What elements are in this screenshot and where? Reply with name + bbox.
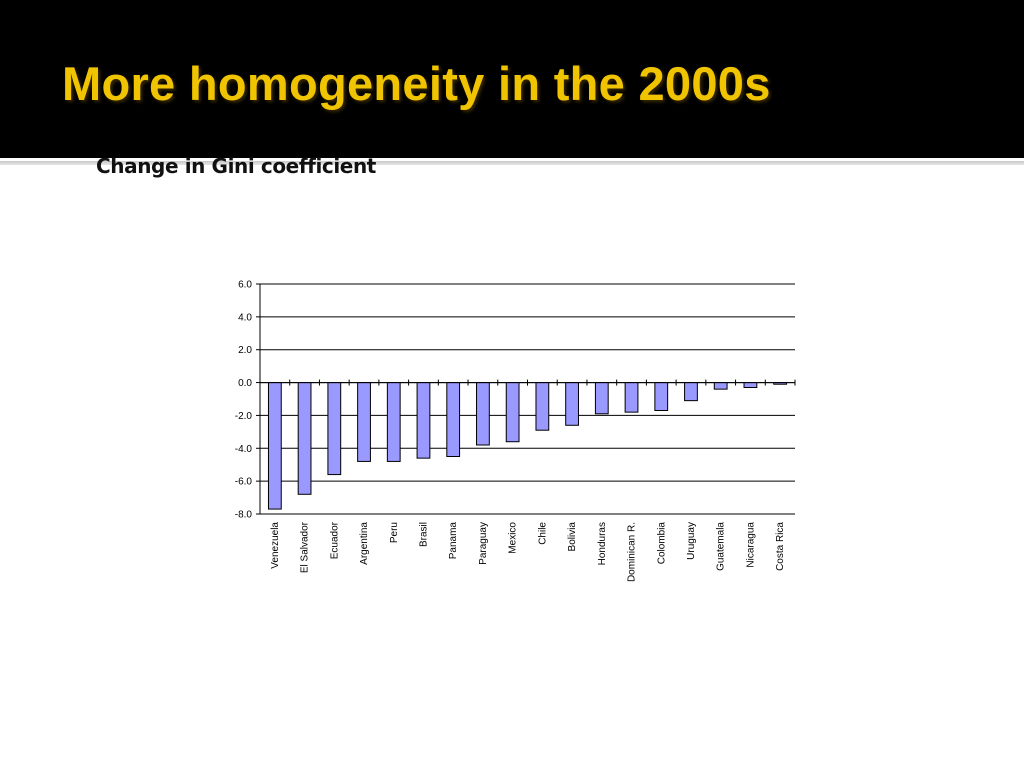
y-tick-label: -6.0 [235,477,253,488]
bar [446,382,461,458]
category-label: Mexico [508,522,519,554]
bar [624,382,639,413]
y-tick-label: 4.0 [238,312,252,323]
category-label: Nicaragua [745,522,756,568]
bar [565,382,579,426]
category-label: Venezuela [270,522,281,569]
category-label: Chile [537,522,548,545]
title-divider [0,161,1024,165]
y-tick-label: 0.0 [238,378,252,389]
y-tick-label: 2.0 [238,345,252,356]
bar [327,382,342,476]
slide-title: More homogeneity in the 2000s [62,57,771,110]
y-tick-label: -4.0 [235,444,253,455]
bar [594,382,609,415]
category-label: El Salvador [300,521,311,573]
category-label: Paraguay [478,522,489,565]
y-tick-label: -8.0 [235,510,253,521]
category-label: Honduras [597,522,608,565]
category-label: Ecuador [329,521,340,559]
bar [476,382,490,446]
bar [743,382,758,389]
y-tick-label: 6.0 [238,280,252,291]
category-label: Guatemala [716,522,727,571]
category-label: Panama [448,522,459,560]
bar [386,382,401,462]
title-bar: More homogeneity in the 2000s [0,0,1024,158]
y-tick-label: -2.0 [235,411,253,422]
bar [357,382,371,462]
category-label: Bolivia [567,522,578,552]
category-label: Colombia [656,522,667,565]
bar [684,382,698,402]
bar [505,382,520,443]
bar [713,382,728,390]
category-label: Brasil [418,522,429,547]
bar [297,382,312,495]
bar [654,382,669,412]
bar [416,382,431,459]
category-label: Peru [389,522,400,543]
category-label: Argentina [359,522,370,565]
category-label: Costa Rica [775,522,786,571]
bar [535,382,550,431]
chart-subtitle: Change in Gini coefficient [96,154,376,178]
category-label: Dominican R. [627,522,638,582]
category-label: Uruguay [686,522,697,560]
bar [267,382,282,510]
